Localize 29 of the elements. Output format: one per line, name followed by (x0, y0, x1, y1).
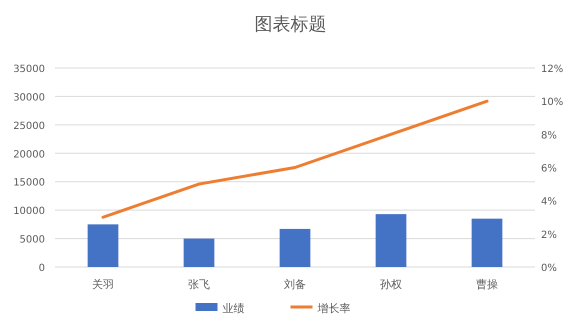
y-tick-label: 35000 (13, 64, 45, 75)
bar (88, 224, 118, 267)
y-tick-label: 5000 (20, 234, 45, 246)
x-tick-label: 刘备 (284, 278, 306, 291)
x-tick-label: 关羽 (92, 278, 114, 291)
bar (376, 214, 406, 267)
bar (472, 218, 502, 267)
x-tick-label: 张飞 (188, 278, 210, 291)
x-tick-label: 曹操 (476, 278, 498, 291)
y-tick-label: 0 (38, 263, 45, 274)
legend-label: 增长率 (316, 302, 350, 315)
line-series (102, 100, 488, 219)
y2-tick-label: 0% (541, 263, 557, 274)
y2-tick-label: 6% (541, 164, 557, 174)
title: 图表标题 (254, 14, 326, 35)
bar (280, 228, 310, 267)
y2-tick-label: 4% (541, 196, 557, 208)
y-tick-label: 10000 (13, 206, 45, 218)
y2-tick-label: 12% (541, 64, 564, 75)
x-tick-label: 孙权 (380, 278, 402, 291)
y-tick-label: 30000 (13, 92, 45, 104)
y-tick-label: 25000 (13, 120, 45, 132)
legend-label: 业绩 (222, 302, 244, 315)
y2-tick-label: 8% (541, 130, 557, 142)
y2-tick-label: 2% (541, 230, 557, 241)
y-tick-label: 20000 (13, 149, 45, 160)
bar (184, 238, 214, 267)
y-tick-label: 15000 (13, 178, 45, 189)
y2-tick-label: 10% (541, 97, 564, 108)
